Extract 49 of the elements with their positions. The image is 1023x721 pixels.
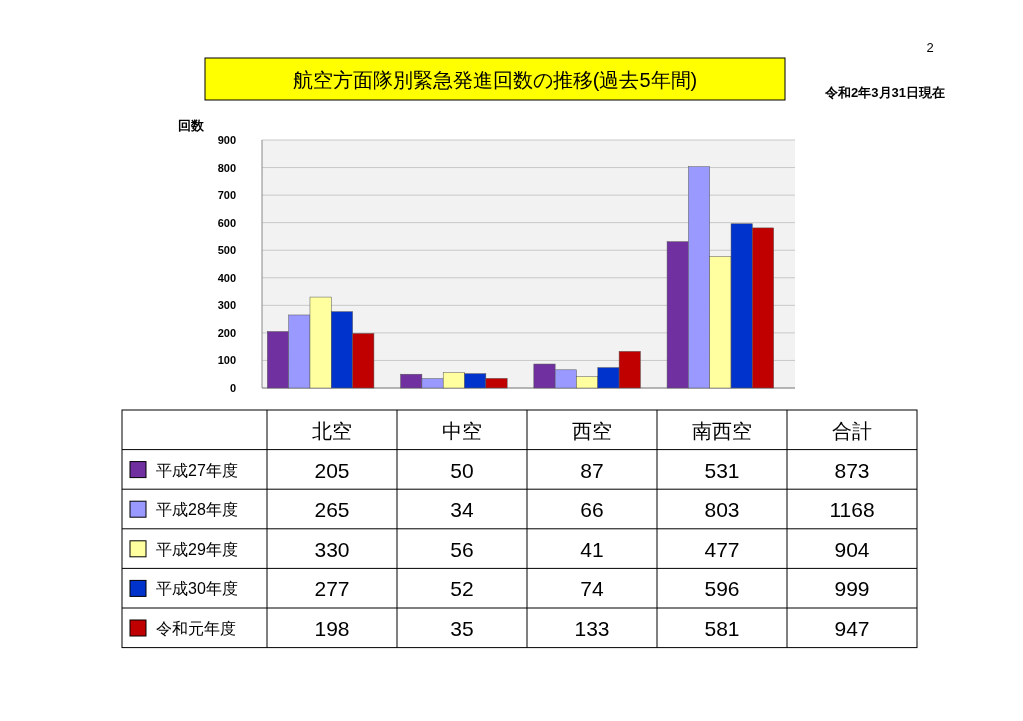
chart-title: 航空方面隊別緊急発進回数の推移(過去5年間) (292, 69, 698, 91)
x-tick-label: 南西空 (692, 420, 752, 442)
data-label: 277 (314, 577, 350, 601)
data-label: 596 (704, 577, 740, 601)
text: 947 (834, 617, 870, 640)
y-tick-label: 300 (217, 299, 236, 312)
x-tick-label: 西空 (572, 420, 612, 442)
data-label: 56 (450, 537, 474, 561)
legend-label: 令和元年度 (156, 620, 236, 637)
data-label: 133 (574, 617, 610, 640)
text: 904 (834, 537, 870, 561)
y-tick-label: 100 (217, 354, 236, 367)
data-label: 74 (580, 577, 604, 601)
data-label: 87 (580, 458, 604, 482)
legend-label: 平成28年度 (156, 501, 238, 519)
text: 873 (834, 458, 870, 482)
data-label: 50 (450, 458, 474, 482)
y-tick-label: 900 (217, 134, 236, 146)
text: 1168 (829, 498, 875, 522)
data-label: 265 (314, 498, 350, 522)
legend-label: 平成30年度 (156, 580, 238, 598)
legend-label: 平成29年度 (156, 540, 238, 558)
data-label: 66 (580, 498, 604, 522)
y-tick-label: 500 (217, 244, 236, 257)
data-label: 35 (450, 617, 474, 640)
text: 999 (834, 577, 870, 601)
y-axis-title: 回数 (178, 118, 205, 133)
x-tick-label: 中空 (442, 420, 482, 442)
legend-label: 平成27年度 (156, 461, 238, 479)
y-tick-label: 400 (217, 271, 236, 284)
data-label: 41 (580, 537, 604, 561)
data-label: 52 (450, 577, 474, 601)
data-label: 34 (450, 498, 474, 522)
data-label: 330 (314, 537, 350, 561)
text: 令和2年3月31日現在 (824, 85, 945, 100)
y-tick-label: 0 (229, 382, 236, 394)
y-tick-label: 700 (217, 189, 236, 202)
y-tick-label: 800 (217, 161, 236, 174)
data-label: 477 (704, 537, 740, 561)
data-label: 205 (314, 458, 350, 482)
data-label: 198 (314, 617, 350, 640)
y-tick-label: 200 (217, 326, 236, 339)
text: 2 (926, 40, 934, 55)
text: 合計 (832, 420, 872, 442)
y-tick-label: 600 (217, 216, 236, 229)
data-label: 531 (704, 458, 740, 482)
x-tick-label: 北空 (312, 420, 352, 442)
data-label: 581 (704, 617, 740, 640)
data-label: 803 (704, 498, 740, 522)
